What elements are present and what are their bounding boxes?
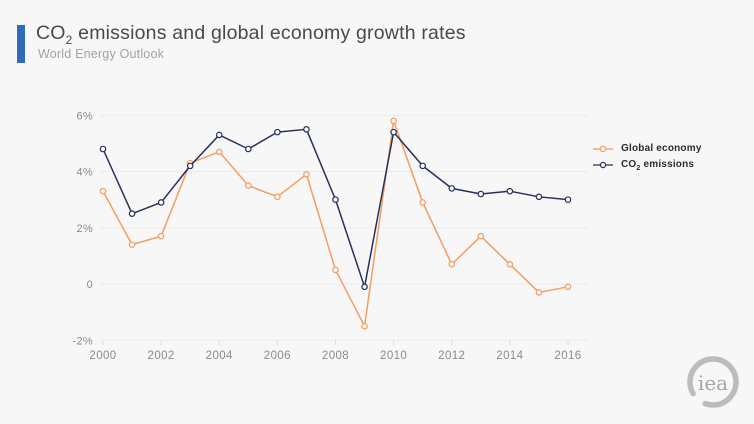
x-axis-tick-label: 2008: [322, 350, 349, 362]
co-emissions-data-point: [332, 196, 339, 203]
x-axis-tick-label: 2014: [496, 350, 523, 362]
co-emissions-data-point: [186, 162, 194, 170]
co-emissions-data-point: [245, 145, 252, 153]
global-economy-data-point: [274, 193, 281, 201]
iea-logo-text: iea: [698, 371, 728, 395]
global-economy-data-point: [157, 232, 165, 240]
global-economy-data-point: [245, 182, 252, 189]
co-emissions-data-point: [419, 162, 426, 170]
global-economy-data-point: [535, 289, 543, 296]
x-axis-tick-label: 2012: [438, 350, 465, 362]
global-economy-data-point: [390, 117, 397, 125]
co-emissions-data-point: [157, 199, 165, 206]
co-emissions-data-point: [99, 145, 107, 153]
y-axis-tick-label: 6%: [77, 110, 94, 122]
title-text-rest: emissions and global economy growth rate…: [72, 22, 466, 44]
legend-label: Global economy: [621, 142, 702, 154]
x-axis-tick-label: 2006: [264, 350, 291, 362]
page-title: CO2 emissions and global economy growth …: [36, 22, 466, 47]
co-emissions-data-point: [215, 131, 223, 139]
co-emissions-data-point: [128, 210, 136, 217]
co-emissions-data-point: [564, 196, 572, 203]
global-economy-data-point: [361, 322, 368, 330]
co-emissions-data-point: [506, 187, 514, 195]
y-axis-tick-label: 4%: [77, 167, 94, 179]
iea-logo: iea: [684, 353, 742, 411]
line-marker-icon: [593, 161, 613, 169]
co-emissions-data-point: [361, 283, 368, 291]
global-economy-data-point: [448, 261, 456, 268]
y-axis-tick-label: -2%: [73, 335, 93, 347]
title-accent-bar: [17, 25, 25, 63]
global-economy-data-point: [564, 283, 572, 291]
global-economy-data-point: [506, 261, 514, 268]
legend-label: CO2 emissions: [621, 158, 695, 172]
co-emissions-data-point: [477, 190, 485, 198]
global-economy-data-point: [128, 241, 136, 248]
chart-legend: Global economy CO2 emissions: [592, 142, 702, 172]
global-economy-data-point: [215, 148, 223, 156]
line-marker-icon: [593, 145, 613, 153]
x-axis-tick-label: 2002: [148, 350, 175, 362]
global-economy-data-point: [419, 199, 426, 206]
global-economy-data-point: [332, 266, 339, 274]
global-economy-line: [102, 120, 569, 327]
x-axis-tick-label: 2004: [206, 350, 233, 362]
co-emissions-data-point: [390, 128, 397, 136]
global-economy-data-point: [99, 187, 107, 195]
title-text: CO: [36, 22, 66, 44]
co-emissions-data-point: [303, 126, 310, 133]
legend-item-global-economy: Global economy: [592, 142, 702, 156]
page-subtitle: World Energy Outlook: [38, 47, 165, 61]
co-emissions-data-point: [274, 128, 281, 136]
iea-logo-ring-icon: iea: [687, 356, 739, 408]
global-economy-data-point: [477, 232, 485, 240]
y-axis-tick-label: 0: [87, 279, 93, 291]
co-emissions-data-point: [535, 193, 543, 201]
global-economy-data-point: [303, 171, 310, 178]
y-axis-tick-label: 2%: [77, 223, 94, 235]
x-axis-tick-label: 2016: [554, 350, 581, 362]
x-axis-tick-label: 2010: [380, 350, 407, 362]
co-emissions-data-point: [448, 185, 456, 192]
x-axis-tick-label: 2000: [89, 350, 116, 362]
legend-item-co2-emissions: CO2 emissions: [592, 158, 702, 172]
title-subscript: 2: [65, 32, 73, 47]
